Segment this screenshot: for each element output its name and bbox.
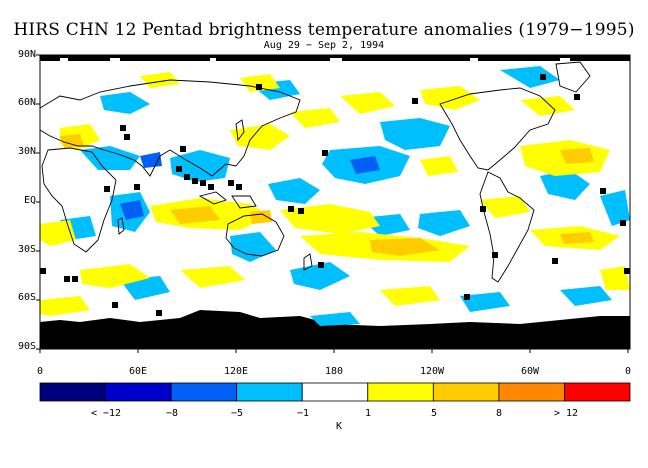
colorbar-swatch [105, 382, 172, 402]
lon-label-120w: 120W [419, 366, 445, 377]
lon-label-120e: 120E [223, 366, 249, 377]
lat-label-eq: EQ [23, 195, 36, 206]
colorbar-swatch [39, 382, 106, 402]
lat-label-90s: 90S [17, 341, 36, 352]
colorbar-swatch [432, 382, 500, 402]
colorbar [39, 382, 631, 402]
colorbar-label-8: > 12 [553, 408, 579, 419]
lat-label-30s: 30S [17, 244, 36, 255]
strong-cold-regions [120, 152, 380, 220]
colorbar-label-2: −8 [165, 408, 179, 419]
colorbar-label-5: 1 [364, 408, 372, 419]
lon-ticks [39, 349, 629, 353]
colorbar-label-6: 5 [430, 408, 438, 419]
colorbar-swatch [170, 382, 238, 402]
north-gaps [60, 58, 570, 61]
colorbar-label-1: < −12 [90, 408, 122, 419]
map-title: HIRS CHN 12 Pentad brightness temperatur… [13, 20, 635, 40]
coastlines [39, 61, 591, 283]
strong-warm-regions [60, 134, 594, 256]
colorbar-label-7: 8 [495, 408, 503, 419]
colorbar-label-4: −1 [296, 408, 310, 419]
lat-label-90n: 90N [17, 49, 36, 60]
lat-label-60s: 60S [17, 292, 36, 303]
lon-label-60w: 60W [520, 366, 540, 377]
cold-anomaly-regions [60, 66, 630, 326]
colorbar-swatch [236, 382, 303, 402]
colorbar-unit: K [336, 421, 343, 432]
lat-label-60n: 60N [17, 97, 36, 108]
lon-label-0: 0 [36, 366, 44, 377]
missing-data-cells [40, 74, 630, 316]
lon-label-60e: 60E [128, 366, 148, 377]
colorbar-swatch [301, 382, 369, 402]
lon-label-0e: 0 [624, 366, 632, 377]
colorbar-swatch [564, 382, 631, 402]
map-subtitle: Aug 29 − Sep 2, 1994 [263, 40, 385, 51]
colorbar-label-3: −5 [230, 408, 244, 419]
colorbar-swatch [367, 382, 434, 402]
lat-label-30n: 30N [17, 146, 36, 157]
lon-label-180: 180 [324, 366, 344, 377]
colorbar-swatch [498, 382, 565, 402]
missing-data-south [40, 310, 630, 349]
lat-ticks [36, 54, 40, 350]
